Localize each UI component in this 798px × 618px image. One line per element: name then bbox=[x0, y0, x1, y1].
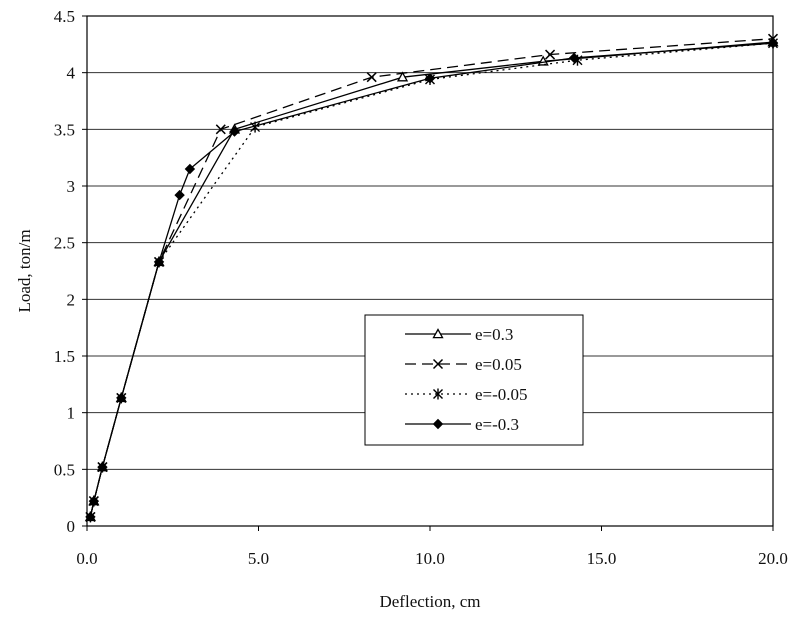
y-tick-label: 3 bbox=[67, 177, 76, 196]
plot-area-frame bbox=[86, 15, 774, 527]
y-axis-title: Load, ton/m bbox=[15, 229, 34, 312]
data-point bbox=[366, 72, 377, 83]
data-point bbox=[116, 392, 127, 404]
data-series bbox=[84, 33, 779, 523]
legend-marker bbox=[432, 328, 444, 339]
x-tick-label: 5.0 bbox=[248, 549, 269, 568]
legend-entry-1: e=0.05 bbox=[405, 355, 522, 374]
legend-box bbox=[364, 314, 584, 446]
series-line-0 bbox=[89, 41, 774, 518]
legend-marker bbox=[432, 358, 444, 370]
x-axis-tick-labels: 0.0 5.0 10.0 15.0 20.0 bbox=[76, 526, 788, 568]
series-1 bbox=[85, 33, 779, 522]
legend-entries: e=0.3 e=0.05 e=-0.05 e=-0.3 bbox=[405, 325, 528, 434]
data-point bbox=[396, 71, 409, 82]
data-point bbox=[424, 73, 436, 84]
x-axis-title: Deflection, cm bbox=[379, 592, 480, 611]
data-point bbox=[545, 49, 556, 60]
data-point bbox=[174, 189, 185, 201]
legend-label: e=-0.05 bbox=[475, 385, 528, 404]
y-tick-label: 2 bbox=[67, 290, 76, 309]
x-tick-label: 20.0 bbox=[758, 549, 788, 568]
legend-entry-2: e=-0.05 bbox=[405, 385, 528, 404]
y-tick-label: 3.5 bbox=[54, 120, 75, 139]
x-tick-label: 15.0 bbox=[587, 549, 617, 568]
series-2 bbox=[85, 37, 778, 523]
data-point bbox=[97, 461, 108, 473]
series-0 bbox=[84, 36, 779, 522]
legend-entry-3: e=-0.3 bbox=[405, 415, 519, 434]
data-point bbox=[153, 256, 165, 268]
data-point bbox=[568, 52, 580, 64]
y-tick-label: 0.5 bbox=[54, 460, 75, 479]
legend-label: e=-0.3 bbox=[475, 415, 519, 434]
y-tick-label: 0 bbox=[67, 517, 76, 536]
data-point bbox=[229, 126, 240, 137]
data-point bbox=[215, 124, 226, 135]
series-3 bbox=[85, 37, 779, 523]
x-tick-label: 10.0 bbox=[415, 549, 445, 568]
legend-marker bbox=[433, 388, 443, 400]
series-line-2 bbox=[89, 42, 774, 518]
data-point bbox=[85, 511, 96, 523]
legend: e=0.3 e=0.05 e=-0.05 e=-0.3 bbox=[364, 314, 584, 446]
data-point bbox=[88, 495, 100, 507]
legend-marker bbox=[432, 418, 444, 430]
y-tick-label: 2.5 bbox=[54, 234, 75, 253]
data-point bbox=[184, 163, 196, 175]
y-tick-label: 4.5 bbox=[54, 7, 75, 26]
y-tick-label: 4 bbox=[67, 64, 76, 83]
data-point bbox=[767, 37, 779, 49]
y-tick-label: 1 bbox=[67, 404, 76, 423]
data-point bbox=[250, 121, 261, 133]
legend-label: e=0.3 bbox=[475, 325, 513, 344]
series-line-3 bbox=[89, 42, 774, 518]
x-tick-label: 0.0 bbox=[76, 549, 97, 568]
y-tick-label: 1.5 bbox=[54, 347, 75, 366]
legend-label: e=0.05 bbox=[475, 355, 522, 374]
legend-entry-0: e=0.3 bbox=[405, 325, 513, 344]
y-axis-tick-labels: 0 0.5 1 1.5 2 2.5 3 3.5 4 4.5 bbox=[54, 7, 87, 536]
